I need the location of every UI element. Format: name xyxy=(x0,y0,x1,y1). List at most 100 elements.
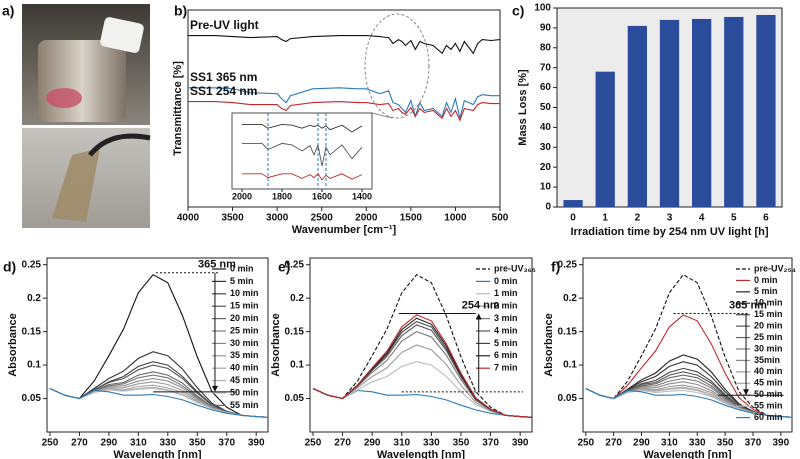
panel-label: d) xyxy=(3,259,16,275)
series-line xyxy=(242,142,363,167)
legend-label: pre-UV₃₆₅ xyxy=(494,263,536,273)
bar xyxy=(692,18,712,207)
legend-label: 60 min xyxy=(754,412,783,422)
legend-label: 10 min xyxy=(754,298,783,308)
series-line xyxy=(585,388,793,418)
legend-label: 5 min xyxy=(754,286,778,296)
film xyxy=(52,148,100,222)
plot-frame xyxy=(46,257,269,433)
legend-label: 40 min xyxy=(754,366,783,376)
legend-label: 45 min xyxy=(754,378,783,388)
x-tick-label: 0 xyxy=(570,213,576,224)
vial-cap xyxy=(100,17,144,53)
zoom-connector xyxy=(371,112,393,119)
series-line xyxy=(585,273,793,418)
y-axis-title: Absorbance xyxy=(543,313,555,377)
bar xyxy=(563,200,583,207)
y-tick-label: 70 xyxy=(540,62,552,73)
arrow-head xyxy=(211,385,218,392)
series-line xyxy=(312,314,533,418)
panel-label: a) xyxy=(2,3,14,19)
x-tick-label: 390 xyxy=(248,438,265,449)
y-tick-label: 0.1 xyxy=(563,360,577,371)
zoom-ellipse xyxy=(364,13,430,119)
y-tick-label: 0.25 xyxy=(285,259,305,270)
x-tick-label: 3 xyxy=(667,213,673,224)
legend-label: 45 min xyxy=(230,375,259,385)
y-axis-title: Transmittance [%] xyxy=(172,61,184,156)
x-tick-label: 1400 xyxy=(352,191,372,201)
x-tick-label: 250 xyxy=(305,438,322,449)
series-line xyxy=(242,123,363,133)
legend-label: 40 min xyxy=(230,363,259,373)
x-tick-label: 4000 xyxy=(177,213,200,224)
legend-label: 6 min xyxy=(494,350,518,360)
y-tick-label: 80 xyxy=(540,42,552,53)
y-tick-label: 40 xyxy=(540,122,552,133)
y-tick-label: 0.05 xyxy=(22,393,42,404)
legend-label: 20 min xyxy=(230,313,259,323)
series-label: SS1 365 nm xyxy=(190,70,257,84)
legend-label: 25 min xyxy=(754,332,783,342)
legend-label: 0 min xyxy=(494,276,518,286)
x-tick-label: 250 xyxy=(577,438,594,449)
legend-label: 4 min xyxy=(494,325,518,335)
arrow-head xyxy=(743,389,750,396)
x-tick-label: 270 xyxy=(605,438,622,449)
legend-label: 2 min xyxy=(494,301,518,311)
x-tick-label: 270 xyxy=(71,438,88,449)
series-line xyxy=(585,314,793,418)
legend-label: 7 min xyxy=(494,363,518,373)
series-line xyxy=(188,101,500,122)
y-tick-label: 0.1 xyxy=(27,360,41,371)
x-tick-label: 390 xyxy=(773,438,790,449)
x-tick-label: 1600 xyxy=(312,191,332,201)
x-tick-label: 310 xyxy=(661,438,678,449)
x-tick-label: 5 xyxy=(731,213,737,224)
legend-label: 15 min xyxy=(754,309,783,319)
legend-label: 0 min xyxy=(230,263,254,273)
arrow-head xyxy=(475,313,482,320)
x-tick-label: 3500 xyxy=(221,213,244,224)
panel-label: f) xyxy=(551,259,560,275)
x-tick-label: 4 xyxy=(699,213,705,224)
x-tick-label: 250 xyxy=(42,438,59,449)
plot-frame xyxy=(309,257,533,433)
bar xyxy=(659,19,680,207)
y-tick-label: 0.15 xyxy=(22,326,42,337)
x-tick-label: 350 xyxy=(453,438,470,449)
bar xyxy=(756,14,776,208)
y-tick-label: 0.25 xyxy=(558,259,578,270)
panel-label: c) xyxy=(512,3,524,19)
annotation-label: 365 nm xyxy=(198,259,236,271)
x-tick-label: 1000 xyxy=(444,213,467,224)
bar xyxy=(724,16,744,207)
legend-label: 35min xyxy=(754,355,780,365)
series-line xyxy=(188,87,500,119)
series-line xyxy=(49,273,269,418)
x-tick-label: 1800 xyxy=(272,191,292,201)
x-tick-label: 270 xyxy=(334,438,351,449)
y-tick-label: 0 xyxy=(545,202,551,213)
x-tick-label: 2000 xyxy=(232,191,252,201)
legend-label: 30 min xyxy=(230,338,259,348)
y-tick-label: 0.2 xyxy=(27,293,41,304)
x-tick-label: 1 xyxy=(602,213,608,224)
y-tick-label: 90 xyxy=(540,23,552,34)
legend-label: 3 min xyxy=(494,313,518,323)
legend-label: 1 min xyxy=(494,288,518,298)
legend-label: 5 min xyxy=(494,338,518,348)
legend-label: 55 min xyxy=(230,400,259,410)
series-label: SS1 254 nm xyxy=(190,84,257,98)
legend-label: 5 min xyxy=(230,276,254,286)
legend-label: 30 min xyxy=(754,343,783,353)
x-axis-title: Wavelength [nm] xyxy=(113,449,202,459)
legend-label: 50 min xyxy=(230,387,259,397)
x-tick-label: 500 xyxy=(492,213,509,224)
series-label: Pre-UV light xyxy=(190,18,259,32)
plot-frame xyxy=(582,257,793,433)
x-tick-label: 370 xyxy=(482,438,499,449)
x-axis-title: Wavelength [nm] xyxy=(643,449,732,459)
series-line xyxy=(188,35,501,55)
